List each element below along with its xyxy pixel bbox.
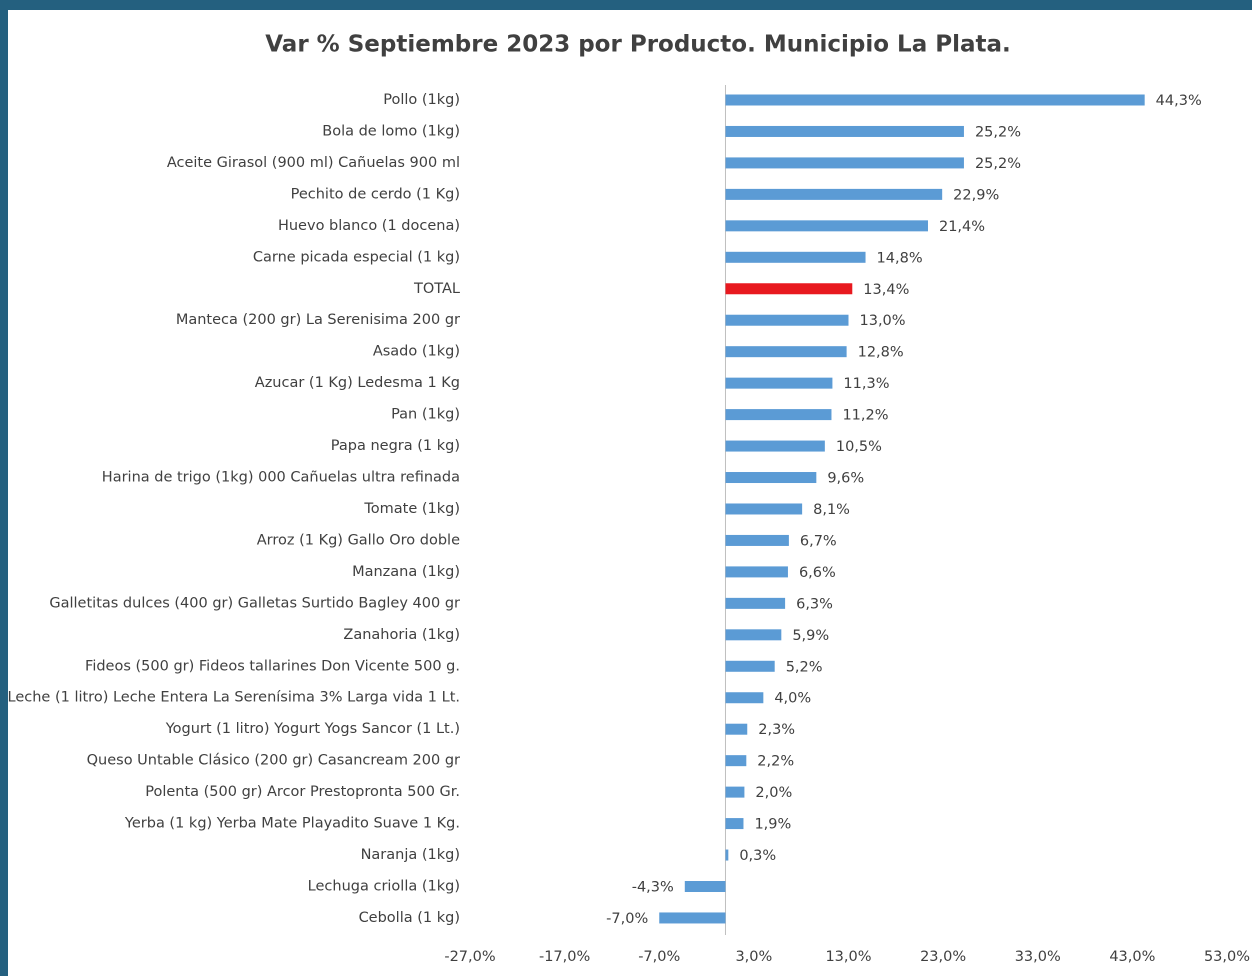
bar <box>725 660 775 672</box>
value-label: -7,0% <box>606 911 648 927</box>
bar <box>725 440 825 452</box>
value-label: 11,2% <box>842 408 888 424</box>
y-tick-label: Azucar (1 Kg) Ledesma 1 Kg <box>255 375 460 391</box>
bar <box>725 188 943 200</box>
y-tick-label: Galletitas dulces (400 gr) Galletas Surt… <box>49 595 460 611</box>
y-tick-label: Lechuga criolla (1kg) <box>308 879 460 895</box>
chart-title: Var % Septiembre 2023 por Producto. Muni… <box>265 32 1011 58</box>
value-label: 25,2% <box>975 124 1021 140</box>
y-tick-label: Pollo (1kg) <box>383 92 460 108</box>
x-tick-label: 13,0% <box>825 949 871 965</box>
y-tick-label: Manzana (1kg) <box>352 564 460 580</box>
y-tick-label: Aceite Girasol (900 ml) Cañuelas 900 ml <box>167 155 460 171</box>
bar <box>725 346 847 358</box>
bar <box>725 157 964 169</box>
bar <box>725 251 866 263</box>
y-tick-label: Arroz (1 Kg) Gallo Oro doble <box>257 532 460 548</box>
value-label: 5,2% <box>786 659 823 675</box>
y-tick-label: Cebolla (1 kg) <box>359 910 460 926</box>
y-tick-label: Tomate (1kg) <box>363 501 460 517</box>
value-label: 1,9% <box>754 817 791 833</box>
x-tick-label: 33,0% <box>1015 949 1061 965</box>
bar <box>725 503 803 515</box>
y-tick-label: Naranja (1kg) <box>361 847 460 863</box>
value-label: 8,1% <box>813 502 850 518</box>
bar <box>725 220 928 232</box>
x-tick-label: 43,0% <box>1109 949 1155 965</box>
bar <box>725 283 853 295</box>
value-label: 13,4% <box>863 282 909 298</box>
value-label: 21,4% <box>939 219 985 235</box>
value-label: 22,9% <box>953 187 999 203</box>
value-label: 13,0% <box>860 313 906 329</box>
bar <box>725 409 832 421</box>
value-label: 2,2% <box>757 754 794 770</box>
value-label: 2,0% <box>755 785 792 801</box>
x-tick-label: -17,0% <box>539 949 590 965</box>
value-label: 5,9% <box>792 628 829 644</box>
bar <box>725 597 786 609</box>
value-label: 0,3% <box>739 848 776 864</box>
bar <box>725 566 788 578</box>
value-label: 6,3% <box>796 596 833 612</box>
y-tick-label: Papa negra (1 kg) <box>331 438 460 454</box>
value-label: 14,8% <box>877 250 923 266</box>
y-tick-label: TOTAL <box>413 281 460 297</box>
value-label: 11,3% <box>843 376 889 392</box>
bar <box>725 377 833 389</box>
bar <box>725 723 748 735</box>
value-label: 6,7% <box>800 533 837 549</box>
bar <box>725 786 745 798</box>
x-tick-label: -27,0% <box>444 949 495 965</box>
y-tick-label: Yogurt (1 litro) Yogurt Yogs Sancor (1 L… <box>165 721 460 737</box>
value-label: 9,6% <box>827 471 864 487</box>
bar <box>725 755 747 767</box>
value-label: 10,5% <box>836 439 882 455</box>
bar <box>725 472 817 484</box>
y-tick-label: Bola de lomo (1kg) <box>322 123 460 139</box>
x-tick-label: 3,0% <box>735 949 772 965</box>
y-tick-label: Yerba (1 kg) Yerba Mate Playadito Suave … <box>124 816 460 832</box>
value-label: 4,0% <box>774 691 811 707</box>
y-tick-label: Pechito de cerdo (1 Kg) <box>291 186 460 202</box>
y-tick-label: Queso Untable Clásico (200 gr) Casancrea… <box>87 753 460 769</box>
bar <box>725 125 964 137</box>
value-label: 25,2% <box>975 156 1021 172</box>
value-label: 12,8% <box>858 345 904 361</box>
y-tick-label: Carne picada especial (1 kg) <box>253 249 460 265</box>
bar <box>725 849 729 861</box>
x-tick-label: 23,0% <box>920 949 966 965</box>
value-label: 44,3% <box>1156 93 1202 109</box>
bar <box>659 912 726 924</box>
y-tick-label: Zanahoria (1kg) <box>343 627 460 643</box>
value-label: 6,6% <box>799 565 836 581</box>
y-tick-label: Harina de trigo (1kg) 000 Cañuelas ultra… <box>102 470 460 486</box>
x-tick-label: -7,0% <box>638 949 680 965</box>
chart-background <box>8 10 1252 976</box>
y-tick-label: Huevo blanco (1 docena) <box>278 218 460 234</box>
value-label: 2,3% <box>758 722 795 738</box>
bar <box>725 94 1145 106</box>
bar <box>725 314 849 326</box>
bar <box>725 818 744 830</box>
bar <box>725 629 782 641</box>
y-tick-label: Manteca (200 gr) La Serenisima 200 gr <box>176 312 460 328</box>
y-tick-label: Fideos (500 gr) Fideos tallarines Don Vi… <box>85 658 460 674</box>
y-tick-label: Asado (1kg) <box>373 344 460 360</box>
bar <box>725 534 789 546</box>
bar <box>684 881 726 892</box>
y-tick-label: Pan (1kg) <box>391 407 460 423</box>
x-tick-label: 53,0% <box>1204 949 1250 965</box>
value-label: -4,3% <box>632 880 674 896</box>
bar <box>725 692 764 704</box>
y-tick-label: Leche (1 litro) Leche Entera La Serenísi… <box>8 690 460 706</box>
y-tick-label: Polenta (500 gr) Arcor Prestopronta 500 … <box>145 784 460 800</box>
